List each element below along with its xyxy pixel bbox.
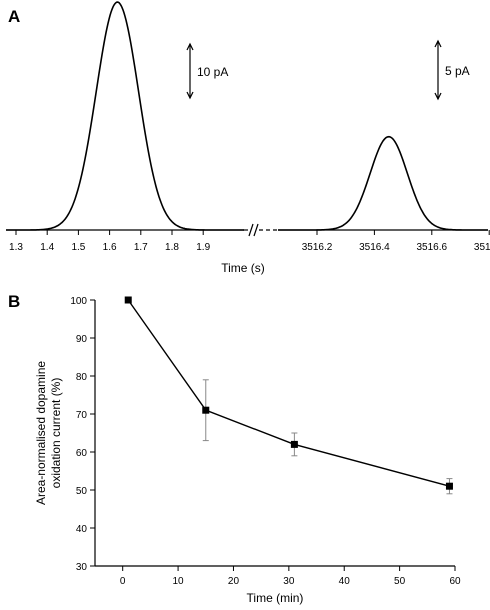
panel-a-scale-arrow-up — [186, 42, 194, 51]
panel-b-y-axis-title: Area-normalised dopamineoxidation curren… — [34, 361, 63, 505]
panel-a-x-tick-label: 1.5 — [71, 242, 85, 253]
panel-b-letter: B — [8, 292, 20, 311]
panel-b-y-tick-label: 60 — [76, 448, 88, 459]
panel-a-x-tick-label: 1.9 — [196, 242, 210, 253]
panel-b-x-tick-label: 50 — [394, 576, 406, 587]
panel-a-x-tick-label: 1.4 — [40, 242, 54, 253]
panel-b-y-tick-label: 80 — [76, 372, 88, 383]
panel-b-x-tick-label: 60 — [449, 576, 461, 587]
panel-a-x-tick-label: 1.3 — [9, 242, 23, 253]
panel-b-y-tick-label: 40 — [76, 524, 88, 535]
panel-b-x-axis-title: Time (min) — [247, 591, 304, 605]
panel-a-x-tick-label: 3516.2 — [302, 242, 333, 253]
panel-a-scale-label-2: 5 pA — [445, 64, 470, 78]
panel-a-x-tick-label: 1.8 — [165, 242, 179, 253]
panel-a-scale-arrow-down — [434, 92, 442, 101]
panel-a-x-tick-label: 1.7 — [134, 242, 148, 253]
panel-a-x-tick-label: 3516.4 — [359, 242, 390, 253]
panel-a-scale-label-1: 10 pA — [197, 65, 228, 79]
panel-b-y-axis-title-line: Area-normalised dopamine — [34, 361, 48, 505]
panel-b-data-point — [202, 406, 210, 414]
panel-a-scale-arrow-up — [434, 39, 442, 48]
panel-b-y-tick-label: 30 — [76, 562, 88, 573]
panel-a-x-tick-label: 1.6 — [103, 242, 117, 253]
panel-b-x-tick-label: 20 — [228, 576, 240, 587]
panel-b-chart: 30 40 50 60 70 80 90 100 0 10 20 30 40 50 60 Time (min)… — [34, 296, 461, 605]
panel-a-peak-trace-1 — [6, 1, 244, 231]
panel-a-letter: A — [8, 7, 20, 26]
panel-a-x-tick-label: 3516.8 — [474, 242, 490, 253]
panel-a-chart: 1.3 1.4 1.5 1.6 1.7 1.8 1.9 10 pA 3516.2 3516.4 35… — [6, 1, 490, 275]
panel-b-data-point — [290, 440, 298, 448]
panel-b-series-line — [127, 299, 450, 487]
panel-b-y-axis-title-line: oxidation current (%) — [49, 378, 63, 489]
panel-a-scale-arrow-down — [186, 91, 194, 100]
panel-b-x-tick-label: 40 — [339, 576, 351, 587]
panel-a-break-slash-2 — [253, 223, 259, 237]
panel-b-y-tick-label: 50 — [76, 486, 88, 497]
panel-b-x-tick-label: 30 — [283, 576, 295, 587]
panel-a-peak-trace-2 — [278, 135, 488, 231]
panel-a-break-slash-1 — [248, 223, 254, 237]
panel-b-y-tick-label: 100 — [70, 296, 87, 307]
panel-a-x-tick-label: 3516.6 — [417, 242, 448, 253]
panel-b-data-point — [124, 296, 132, 304]
panel-b-y-tick-label: 70 — [76, 410, 88, 421]
panel-b-x-tick-label: 0 — [120, 576, 126, 587]
panel-b-data-point — [445, 482, 453, 490]
panel-a-x-axis-title: Time (s) — [221, 261, 265, 275]
panel-b-x-tick-label: 10 — [173, 576, 185, 587]
panel-b-y-tick-label: 90 — [76, 334, 88, 345]
